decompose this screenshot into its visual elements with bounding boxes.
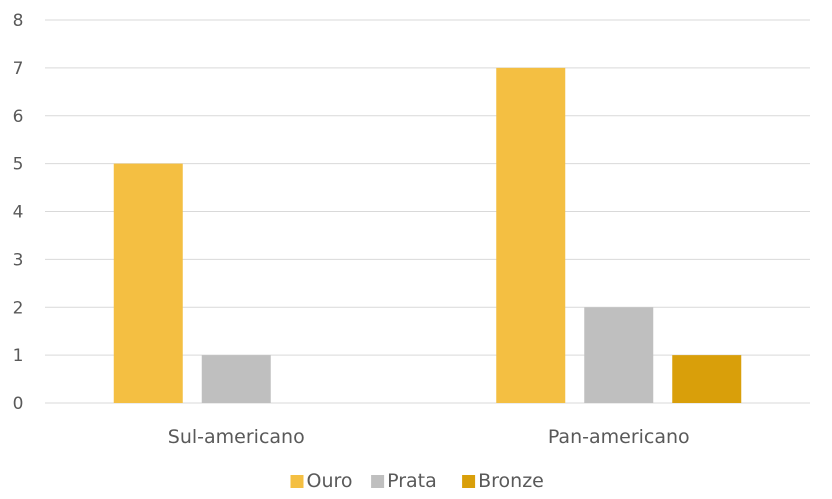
legend-label-bronze: Bronze [478, 470, 544, 492]
y-tick-label: 2 [13, 298, 24, 318]
legend-swatch-bronze [462, 475, 476, 488]
y-axis-ticks: 0 1 2 3 4 5 6 7 8 [13, 11, 24, 414]
y-tick-label: 7 [13, 59, 24, 79]
bar-ouro-0 [113, 163, 183, 403]
x-category-label: Sul-americano [168, 426, 305, 448]
y-tick-label: 5 [13, 155, 24, 175]
bar-prata-0 [201, 355, 271, 403]
bars [113, 67, 742, 403]
legend-swatch-prata [371, 475, 385, 488]
x-category-label: Pan-americano [548, 426, 690, 448]
y-tick-label: 1 [13, 346, 24, 366]
legend-swatch-ouro [290, 475, 304, 488]
y-tick-label: 8 [13, 11, 24, 31]
y-tick-label: 6 [13, 107, 24, 127]
bar-bronze-1 [672, 355, 742, 403]
y-tick-label: 4 [13, 203, 24, 223]
y-tick-label: 3 [13, 250, 24, 270]
bar-ouro-1 [496, 67, 566, 403]
legend: Ouro Prata Bronze [290, 470, 544, 492]
y-tick-label: 0 [13, 394, 24, 414]
bar-prata-1 [584, 307, 654, 403]
x-axis-categories: Sul-americano Pan-americano [168, 426, 690, 448]
legend-label-ouro: Ouro [307, 470, 353, 492]
legend-label-prata: Prata [387, 470, 437, 492]
